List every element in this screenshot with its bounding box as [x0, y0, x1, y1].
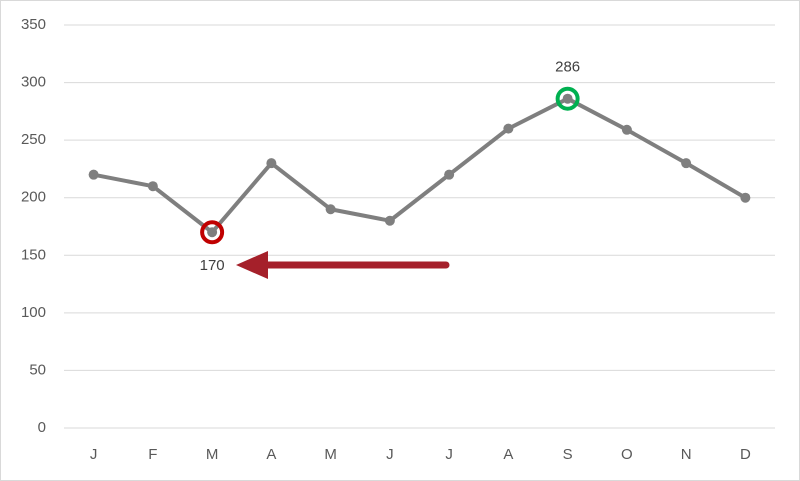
x-tick-label: J [445, 446, 453, 463]
x-tick-label: A [266, 446, 276, 463]
marker [384, 215, 395, 226]
marker [147, 181, 158, 192]
x-tick-label: S [563, 446, 573, 463]
data-label: 170 [200, 257, 225, 274]
marker [621, 124, 632, 135]
x-tick-label: J [386, 446, 394, 463]
x-tick-label: J [90, 446, 98, 463]
marker [207, 227, 218, 238]
arrow [236, 251, 450, 279]
marker [325, 204, 336, 215]
x-tick-label: N [681, 446, 692, 463]
grid: 0 50 100 150 200 250 300 350 J F M A M J J A S O N D [21, 16, 775, 463]
marker [740, 192, 751, 203]
marker [681, 158, 692, 169]
highlight-ring [555, 86, 580, 111]
x-tick-label: A [503, 446, 513, 463]
marker [503, 123, 514, 134]
x-tick-label: D [740, 446, 751, 463]
x-tick-label: F [148, 446, 157, 463]
marker [266, 158, 277, 169]
y-tick-label: 250 [21, 131, 46, 148]
x-tick-label: M [324, 446, 337, 463]
data-label: 286 [555, 59, 580, 76]
marker [88, 169, 99, 180]
y-tick-label: 50 [29, 361, 46, 378]
y-tick-label: 350 [21, 16, 46, 33]
highlight-ring [200, 220, 225, 245]
x-tick-label: M [206, 446, 219, 463]
y-tick-label: 100 [21, 304, 46, 321]
y-tick-label: 300 [21, 74, 46, 91]
arrow-head [236, 251, 268, 279]
marker [562, 93, 573, 104]
y-tick-label: 200 [21, 189, 46, 206]
x-tick-label: O [621, 446, 633, 463]
y-tick-label: 0 [38, 419, 46, 436]
line [93, 96, 747, 235]
marker [444, 169, 455, 180]
plot: 170 286 [88, 59, 751, 274]
y-tick-label: 150 [21, 246, 46, 263]
